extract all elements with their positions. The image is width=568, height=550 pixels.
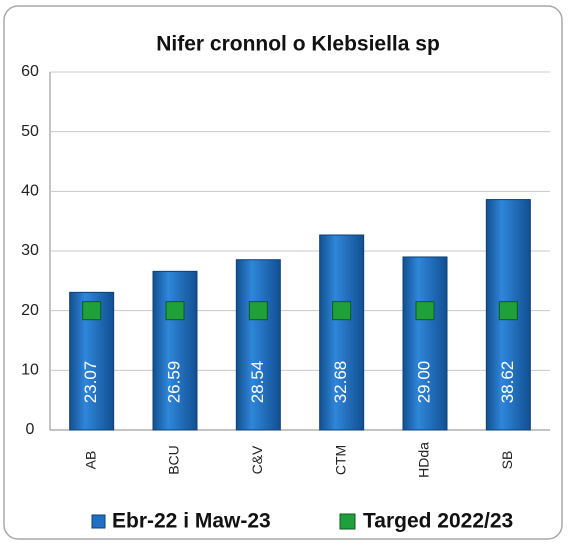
- data-label: 26.59: [164, 361, 183, 404]
- y-tick-label: 50: [21, 123, 39, 140]
- y-tick-label: 0: [26, 421, 35, 438]
- bar: [235, 259, 281, 431]
- x-tick-label: CTM: [332, 445, 348, 475]
- legend-swatch: [339, 513, 356, 530]
- data-label: 28.54: [248, 361, 267, 404]
- chart-title: Nifer cronnol o Klebsiella sp: [156, 33, 440, 56]
- y-tick-label: 60: [21, 63, 39, 80]
- legend-label: Targed 2022/23: [363, 510, 513, 533]
- bar: [319, 234, 365, 431]
- y-tick-label: 10: [21, 362, 39, 379]
- target-marker: [332, 301, 352, 321]
- x-tick-label: SB: [499, 451, 515, 470]
- y-tick-label: 40: [21, 183, 39, 200]
- target-marker: [498, 301, 518, 321]
- bar: [152, 270, 198, 431]
- x-tick-label: BCU: [166, 445, 182, 475]
- target-marker: [248, 301, 268, 321]
- bar: [402, 256, 448, 431]
- x-tick-label: HDda: [416, 442, 432, 478]
- x-tick-label: C&V: [249, 445, 265, 474]
- y-tick-label: 20: [21, 302, 39, 319]
- legend-label: Ebr-22 i Maw-23: [112, 510, 271, 533]
- y-tick-label: 30: [21, 242, 39, 259]
- data-label: 38.62: [498, 361, 517, 404]
- target-marker: [165, 301, 185, 321]
- data-label: 23.07: [81, 361, 100, 404]
- data-label: 29.00: [414, 361, 433, 404]
- target-marker: [82, 301, 102, 321]
- legend-swatch: [91, 514, 106, 529]
- x-tick-label: AB: [82, 451, 98, 470]
- data-label: 32.68: [331, 361, 350, 404]
- target-marker: [415, 301, 435, 321]
